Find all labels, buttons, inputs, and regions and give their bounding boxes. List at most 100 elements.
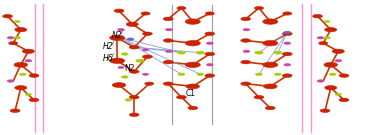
Circle shape (274, 73, 281, 75)
Circle shape (282, 52, 292, 56)
Circle shape (329, 73, 336, 75)
Circle shape (196, 51, 204, 54)
Circle shape (335, 60, 342, 62)
Circle shape (325, 28, 337, 32)
Circle shape (141, 12, 150, 15)
Circle shape (241, 60, 251, 64)
Circle shape (243, 28, 250, 31)
Circle shape (274, 51, 282, 54)
Circle shape (110, 35, 125, 40)
Text: N2: N2 (112, 31, 122, 40)
Circle shape (163, 39, 173, 42)
Circle shape (263, 62, 278, 68)
Circle shape (163, 60, 173, 64)
Circle shape (282, 32, 292, 36)
Text: i: i (112, 53, 114, 58)
Circle shape (319, 42, 328, 45)
Text: N2: N2 (125, 64, 135, 73)
Circle shape (110, 58, 125, 63)
Circle shape (14, 37, 20, 39)
Circle shape (317, 37, 324, 39)
Circle shape (205, 12, 214, 15)
Circle shape (324, 62, 338, 67)
Text: H2: H2 (103, 42, 113, 51)
Circle shape (22, 49, 34, 53)
Circle shape (283, 12, 292, 15)
Circle shape (335, 93, 341, 96)
Circle shape (206, 42, 213, 44)
Text: H6: H6 (103, 54, 113, 63)
Circle shape (241, 82, 251, 85)
Circle shape (320, 109, 330, 112)
Circle shape (332, 49, 344, 53)
Circle shape (255, 51, 263, 54)
Circle shape (7, 80, 14, 82)
Circle shape (136, 59, 144, 62)
Circle shape (166, 28, 172, 31)
Circle shape (205, 74, 215, 77)
Circle shape (186, 84, 200, 89)
Circle shape (15, 86, 27, 90)
Circle shape (121, 76, 128, 78)
Circle shape (112, 83, 126, 87)
Circle shape (185, 19, 200, 24)
Circle shape (143, 73, 149, 75)
Circle shape (317, 80, 324, 82)
Circle shape (10, 109, 20, 112)
Circle shape (284, 31, 291, 34)
Circle shape (129, 45, 139, 49)
Circle shape (206, 64, 213, 66)
Circle shape (263, 40, 278, 46)
Circle shape (263, 19, 278, 24)
Circle shape (129, 70, 139, 73)
Circle shape (9, 42, 18, 45)
Circle shape (185, 62, 200, 68)
Text: i: i (112, 41, 114, 46)
Circle shape (166, 50, 172, 53)
Circle shape (114, 9, 124, 13)
Circle shape (324, 21, 330, 23)
Circle shape (241, 17, 251, 21)
Circle shape (25, 93, 31, 96)
Circle shape (3, 14, 12, 18)
Circle shape (118, 66, 124, 69)
Circle shape (143, 55, 152, 58)
Circle shape (14, 21, 20, 23)
Circle shape (143, 32, 152, 36)
Circle shape (14, 62, 28, 67)
Circle shape (256, 73, 262, 75)
Circle shape (143, 49, 149, 51)
Circle shape (282, 74, 292, 77)
Circle shape (163, 82, 173, 85)
Circle shape (339, 74, 349, 77)
Circle shape (145, 82, 154, 85)
Circle shape (339, 98, 349, 102)
Circle shape (243, 50, 250, 53)
Circle shape (254, 95, 264, 99)
Circle shape (126, 22, 138, 26)
Circle shape (7, 37, 14, 39)
Circle shape (178, 73, 185, 75)
Circle shape (127, 38, 134, 40)
Circle shape (185, 40, 200, 46)
Text: i: i (121, 30, 123, 35)
Circle shape (205, 52, 215, 56)
Circle shape (254, 6, 263, 10)
Circle shape (197, 73, 204, 75)
Circle shape (177, 95, 186, 99)
Circle shape (177, 6, 186, 10)
Circle shape (129, 95, 139, 99)
Circle shape (188, 106, 198, 110)
Circle shape (25, 60, 32, 62)
Circle shape (121, 53, 128, 55)
Circle shape (325, 86, 337, 90)
Circle shape (15, 28, 27, 32)
Circle shape (324, 37, 330, 39)
Circle shape (29, 74, 39, 77)
Circle shape (263, 84, 277, 89)
Circle shape (284, 64, 291, 66)
Circle shape (163, 17, 173, 21)
Circle shape (125, 99, 132, 101)
Text: C1: C1 (185, 89, 195, 98)
Circle shape (313, 14, 322, 18)
